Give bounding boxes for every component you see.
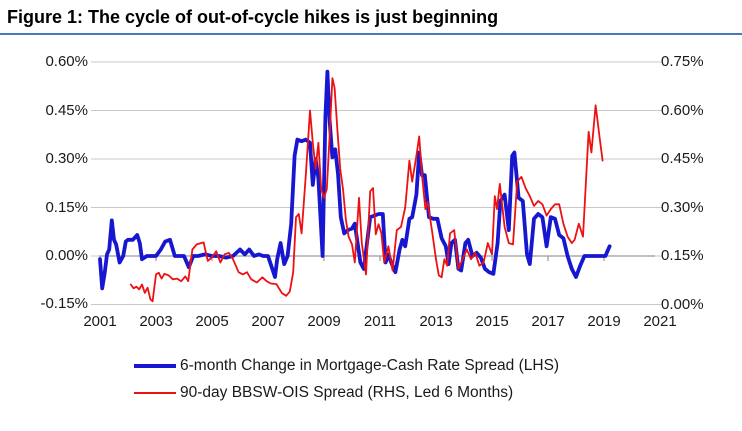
legend-label-lhs: 6-month Change in Mortgage-Cash Rate Spr… bbox=[180, 357, 560, 374]
left-axis-tick-label: 0.15% bbox=[45, 198, 88, 216]
right-axis-tick-label: 0.00% bbox=[661, 295, 704, 313]
x-axis-tick-label: 2009 bbox=[307, 313, 341, 330]
left-axis-tick-label: 0.30% bbox=[45, 150, 88, 167]
x-axis-tick-label: 2015 bbox=[475, 313, 509, 330]
x-axis-tick-label: 2005 bbox=[195, 313, 229, 330]
legend: 6-month Change in Mortgage-Cash Rate Spr… bbox=[133, 357, 559, 402]
legend-row-rhs: 90-day BBSW-OIS Spread (RHS, Led 6 Month… bbox=[133, 384, 559, 402]
x-axis-tick-label: 2017 bbox=[531, 313, 565, 330]
x-axis-tick-label: 2019 bbox=[587, 313, 621, 330]
x-axis-tick-label: 2011 bbox=[363, 313, 397, 330]
right-axis-tick-label: 0.15% bbox=[661, 247, 704, 264]
x-axis-tick-label: 2021 bbox=[643, 313, 677, 330]
right-axis-tick-label: 0.75% bbox=[661, 53, 704, 70]
legend-line-red bbox=[134, 392, 176, 394]
x-axis-tick-label: 2001 bbox=[83, 313, 117, 330]
x-axis-tick-label: 2013 bbox=[419, 313, 453, 330]
left-axis-tick-label: 0.00% bbox=[45, 247, 88, 264]
series-line-rhs bbox=[129, 77, 604, 303]
x-axis-tick-label: 2003 bbox=[139, 313, 173, 330]
right-axis-tick-label: 0.30% bbox=[661, 198, 704, 216]
right-axis-tick-label: 0.60% bbox=[661, 101, 704, 119]
x-axis-tick-label: 2007 bbox=[251, 313, 285, 330]
title-underline bbox=[0, 33, 742, 35]
left-axis-tick-label: 0.45% bbox=[45, 101, 88, 119]
left-axis-tick-label: -0.15% bbox=[40, 295, 88, 313]
legend-row-lhs: 6-month Change in Mortgage-Cash Rate Spr… bbox=[133, 357, 559, 375]
left-axis-tick-label: 0.60% bbox=[45, 53, 88, 70]
legend-line-blue bbox=[134, 364, 176, 368]
right-axis-tick-label: 0.45% bbox=[661, 150, 704, 167]
chart-title: Figure 1: The cycle of out-of-cycle hike… bbox=[7, 7, 499, 27]
legend-label-rhs: 90-day BBSW-OIS Spread (RHS, Led 6 Month… bbox=[180, 384, 514, 401]
series-line-lhs bbox=[98, 69, 612, 291]
